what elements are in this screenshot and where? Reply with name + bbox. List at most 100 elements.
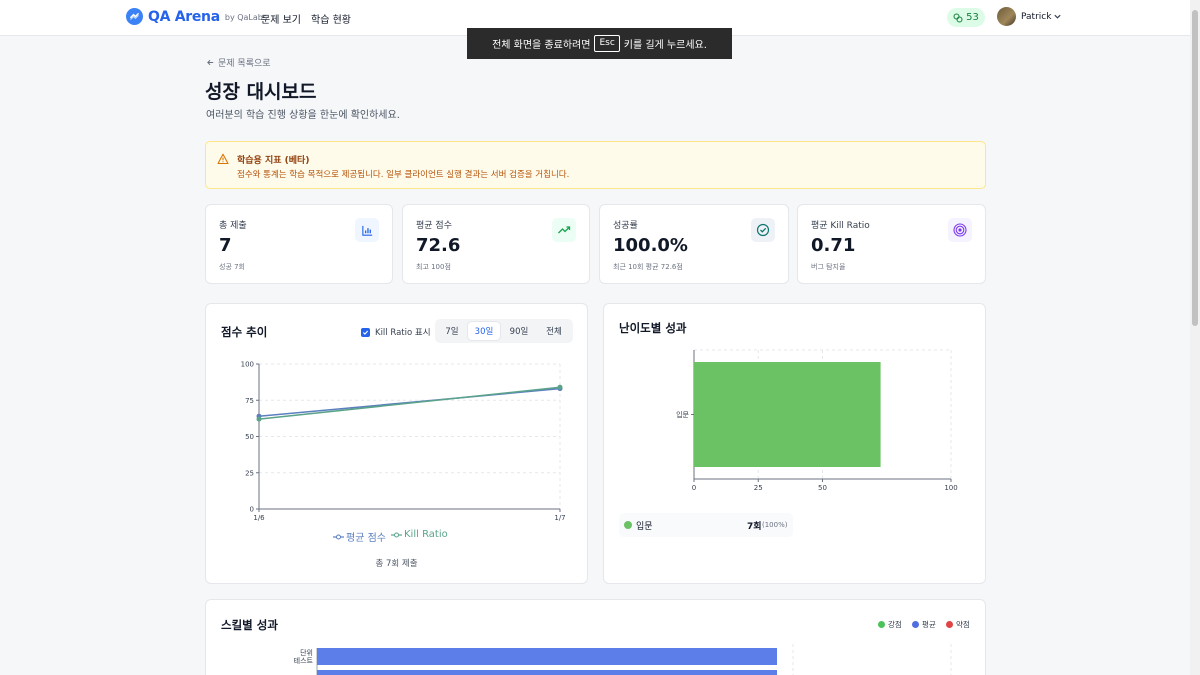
points-badge[interactable]: 53 (947, 8, 985, 27)
stat-label: 총 제출 (219, 221, 247, 231)
chevron-down-icon[interactable] (1053, 12, 1062, 21)
fullscreen-toast: 전체 화면을 종료하려면 Esc 키를 길게 누르세요. (467, 28, 732, 59)
legend-strong-label: 강점 (888, 620, 902, 629)
skill-title: 스킬별 성과 (221, 618, 278, 632)
stat-value: 100.0% (613, 235, 688, 256)
weak-dot (946, 621, 953, 628)
y-tick-label: 100 (241, 361, 254, 369)
x-tick-label: 0 (692, 484, 696, 492)
difficulty-chart: 0 25 50 100 입문 (676, 349, 958, 492)
page-title: 성장 대시보드 (205, 81, 317, 103)
toast-text-before: 전체 화면을 종료하려면 (492, 40, 591, 51)
skill-label-line1: 단위 (300, 648, 313, 657)
range-90d[interactable]: 90일 (509, 327, 529, 337)
scrollbar[interactable] (1190, 0, 1200, 675)
range-selector: 7일 30일 90일 전체 (435, 319, 573, 343)
points-value: 53 (966, 12, 979, 23)
brand[interactable]: QA Arena by QaLabs (126, 8, 267, 25)
total-submissions: 총 7회 제출 (375, 559, 418, 569)
range-all[interactable]: 전체 (546, 327, 562, 337)
y-tick-label: 25 (245, 469, 254, 477)
kill-ratio-toggle-label: Kill Ratio 표시 (375, 328, 431, 338)
notice-text: 점수와 통계는 학습 목적으로 제공됩니다. 일부 클라이언트 실행 결과는 서… (237, 170, 570, 180)
data-point (557, 384, 563, 390)
range-30d[interactable]: 30일 (468, 322, 500, 340)
checkbox-checked-icon[interactable] (361, 327, 370, 337)
y-tick-label: 50 (245, 433, 254, 441)
stat-card-average: 평균 점수 72.6 최고 100점 (402, 204, 590, 284)
difficulty-bar (694, 362, 881, 467)
y-tick-label: 0 (250, 506, 254, 514)
stat-label: 평균 점수 (416, 221, 452, 231)
legend-kill-label: Kill Ratio (404, 529, 448, 540)
arrow-left-icon (207, 59, 214, 66)
beta-notice: 학습용 지표 (베타) 점수와 통계는 학습 목적으로 제공됩니다. 일부 클라… (205, 141, 986, 189)
brand-logo-icon (126, 8, 143, 25)
stat-label: 성공률 (613, 221, 638, 231)
legend-weak-label: 약점 (956, 620, 970, 629)
score-trend-card (205, 303, 588, 584)
score-trend-chart: 0 25 50 75 100 1/6 1/7 (241, 361, 566, 523)
legend-weak: 약점 (946, 619, 970, 630)
skill-bar (317, 670, 777, 675)
stat-card-success: 성공률 100.0% 최근 10회 평균 72.6점 (599, 204, 789, 284)
legend-kill-line-icon (391, 532, 402, 537)
series-line (258, 386, 561, 420)
legend-average-label: 평균 (922, 620, 936, 629)
range-7d[interactable]: 7일 (445, 327, 459, 337)
notice-title: 학습용 지표 (베타) (237, 156, 310, 166)
skill-label-line2: 테스트 (294, 657, 314, 665)
check-circle-icon (751, 218, 775, 242)
stat-card-kill-ratio: 평균 Kill Ratio 0.71 버그 탐지율 (797, 204, 986, 284)
difficulty-count: 7회 (747, 522, 762, 532)
scrollbar-thumb[interactable] (1192, 10, 1198, 326)
stat-card-total: 총 제출 7 성공 7회 (205, 204, 393, 284)
page-subtitle: 여러분의 학습 진행 상황을 한눈에 확인하세요. (206, 110, 400, 121)
legend-avg-label: 평균 점수 (346, 533, 386, 544)
difficulty-legend-item: 입문 7회 (100%) (619, 513, 793, 537)
trending-up-icon (552, 218, 576, 242)
stat-sub: 버그 탐지율 (811, 263, 846, 271)
skill-bar (317, 648, 777, 665)
difficulty-dot (624, 521, 632, 529)
legend-strong: 강점 (878, 619, 902, 630)
stat-value: 7 (219, 235, 232, 256)
back-link-label: 문제 목록으로 (218, 59, 271, 69)
toast-key: Esc (594, 35, 620, 52)
stat-sub: 최고 100점 (416, 263, 451, 271)
x-tick-label: 25 (754, 484, 763, 492)
stat-sub: 성공 7회 (219, 263, 245, 271)
avatar[interactable] (997, 7, 1016, 26)
nav-link-progress[interactable]: 학습 현황 (311, 15, 351, 26)
brand-name: QA Arena (148, 8, 220, 25)
y-tick-label: 입문 (676, 411, 689, 419)
toast-text-after: 키를 길게 누르세요. (623, 40, 707, 51)
strong-dot (878, 621, 885, 628)
score-trend-title: 점수 추이 (221, 325, 268, 339)
target-icon (948, 218, 972, 242)
x-tick-label: 50 (818, 484, 827, 492)
data-point (256, 416, 262, 422)
skill-chart: 단위 테스트 (294, 644, 952, 675)
bar-chart-icon (355, 218, 379, 242)
user-name[interactable]: Patrick (1021, 12, 1052, 22)
difficulty-pct: (100%) (762, 521, 788, 529)
legend-avg-score: 평균 점수 (333, 529, 386, 544)
x-tick-label: 1/6 (253, 514, 265, 522)
brand-by: by QaLabs (224, 13, 268, 22)
stat-sub: 최근 10회 평균 72.6점 (613, 263, 683, 271)
stat-value: 0.71 (811, 235, 856, 256)
nav-link-problems[interactable]: 문제 보기 (261, 15, 301, 26)
stat-value: 72.6 (416, 235, 461, 256)
stat-label: 평균 Kill Ratio (811, 221, 870, 231)
kill-ratio-toggle[interactable]: Kill Ratio 표시 (361, 326, 431, 338)
x-tick-label: 1/7 (554, 514, 565, 522)
average-dot (912, 621, 919, 628)
warning-icon (217, 153, 229, 165)
points-icon (953, 13, 963, 22)
legend-average: 평균 (912, 619, 936, 630)
y-tick-label: 75 (245, 397, 254, 405)
difficulty-title: 난이도별 성과 (619, 321, 687, 335)
back-link[interactable]: 문제 목록으로 (206, 56, 271, 69)
legend-kill-ratio: Kill Ratio (391, 529, 448, 540)
